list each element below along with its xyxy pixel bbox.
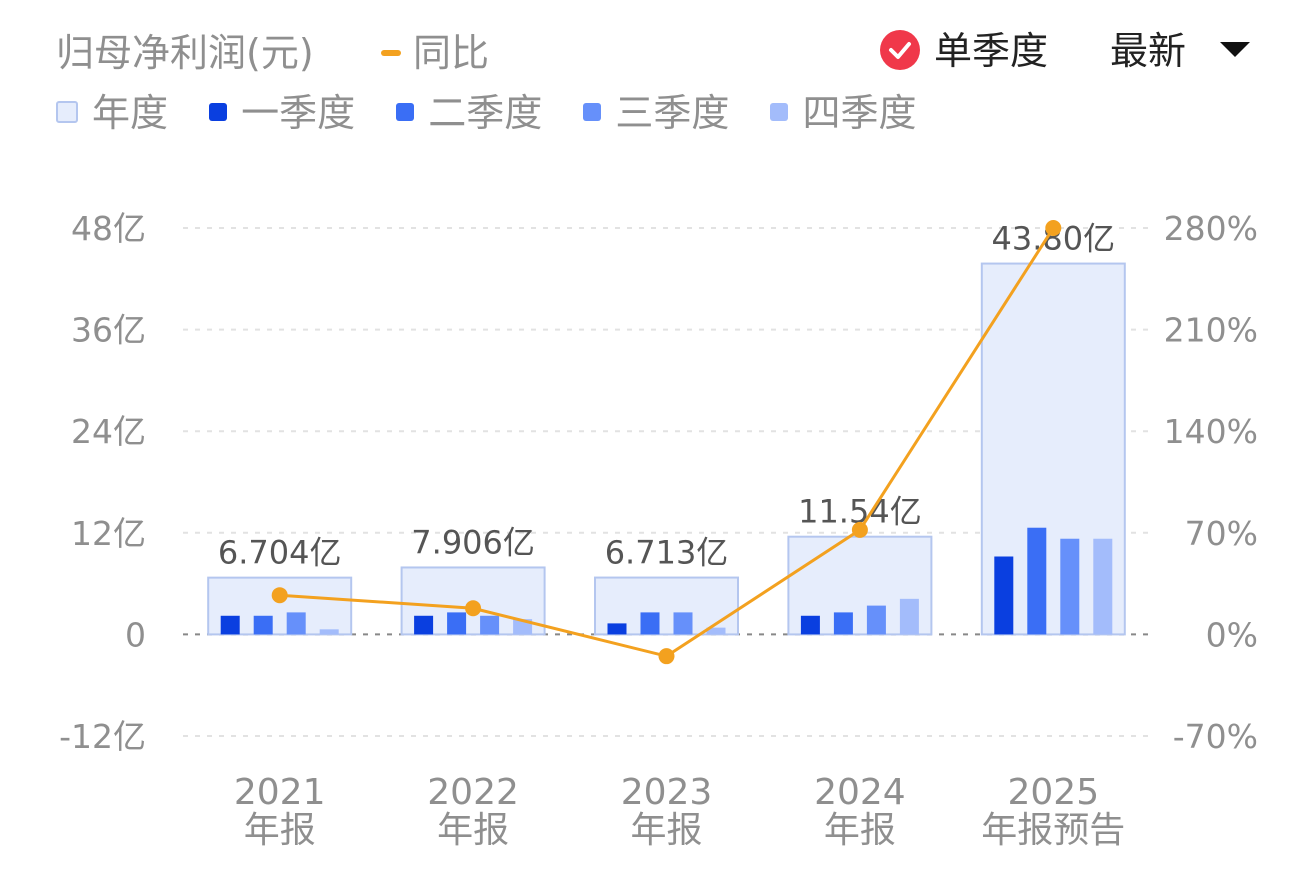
y-right-tick-label: 140% bbox=[1164, 412, 1258, 451]
single-quarter-toggle[interactable]: 单季度 bbox=[880, 20, 1048, 75]
legend-label-q4: 四季度 bbox=[802, 91, 917, 135]
y-left-tick-label: 0 bbox=[125, 615, 146, 654]
y-right-tick-label: 0% bbox=[1206, 615, 1258, 654]
annual-value-label: 6.713亿 bbox=[605, 534, 729, 572]
yoy-point bbox=[271, 587, 288, 604]
chart-header: 归母净利润(元) 同比 单季度 最新 bbox=[56, 18, 1260, 75]
x-tick-label-year: 2024 bbox=[814, 772, 906, 813]
q4-bar bbox=[319, 629, 339, 635]
y-left-tick-label: -12亿 bbox=[59, 717, 146, 756]
q3-bar bbox=[480, 615, 500, 635]
q1-bar bbox=[607, 623, 627, 635]
yoy-point bbox=[1045, 220, 1062, 236]
x-tick-label-type: 年报 bbox=[630, 810, 702, 851]
q3-bar bbox=[1060, 538, 1080, 635]
q2-bar bbox=[253, 615, 273, 635]
y-left-tick-label: 36亿 bbox=[71, 311, 146, 350]
legend-item-annual[interactable]: 年度 bbox=[56, 82, 168, 137]
yoy-line-swatch bbox=[381, 49, 401, 56]
caret-down-icon bbox=[1220, 42, 1251, 57]
q2-bar bbox=[640, 612, 660, 635]
y-right-tick-label: 280% bbox=[1164, 209, 1258, 248]
q2-bar bbox=[447, 612, 467, 635]
q3-bar bbox=[286, 612, 306, 635]
q2-bar bbox=[1027, 527, 1047, 635]
q3-bar bbox=[673, 612, 693, 635]
single-quarter-label: 单季度 bbox=[934, 29, 1049, 73]
y-right-tick-label: -70% bbox=[1173, 717, 1258, 756]
y-left-tick-label: 48亿 bbox=[71, 209, 146, 248]
legend-swatch-q3 bbox=[583, 102, 602, 121]
q1-bar bbox=[994, 556, 1014, 635]
legend-swatch-q1 bbox=[209, 102, 228, 121]
period-dropdown[interactable]: 最新 bbox=[1110, 20, 1251, 75]
legend-label-q2: 二季度 bbox=[428, 91, 543, 135]
yoy-point bbox=[465, 600, 482, 617]
x-tick-label-type: 年报 bbox=[244, 810, 316, 851]
x-tick-label-type: 年报 bbox=[437, 810, 509, 851]
period-dropdown-label: 最新 bbox=[1110, 29, 1187, 73]
legend-label-annual: 年度 bbox=[92, 91, 169, 135]
legend-item-q3[interactable]: 三季度 bbox=[583, 82, 729, 137]
legend-swatch-q2 bbox=[396, 102, 415, 121]
legend-swatch-q4 bbox=[770, 102, 789, 121]
q1-bar bbox=[800, 615, 820, 635]
x-tick-label-type: 年报预告 bbox=[981, 810, 1125, 851]
annual-value-label: 6.704亿 bbox=[218, 534, 342, 572]
annual-value-label: 7.906亿 bbox=[411, 523, 535, 561]
q1-bar bbox=[220, 615, 240, 635]
chart-title: 归母净利润(元) bbox=[56, 31, 314, 75]
series-legend: 年度 一季度 二季度 三季度 四季度 bbox=[56, 82, 952, 135]
x-tick-label-year: 2021 bbox=[234, 772, 326, 813]
q4-bar bbox=[1093, 538, 1113, 635]
x-tick-label-year: 2025 bbox=[1007, 772, 1099, 813]
q4-bar bbox=[706, 627, 726, 635]
y-left-tick-label: 24亿 bbox=[71, 412, 146, 451]
q1-bar bbox=[414, 615, 434, 635]
legend-item-q4[interactable]: 四季度 bbox=[770, 82, 916, 137]
q2-bar bbox=[833, 612, 853, 635]
yoy-legend-label: 同比 bbox=[413, 31, 490, 75]
legend-item-q2[interactable]: 二季度 bbox=[396, 82, 542, 137]
y-right-tick-label: 210% bbox=[1164, 311, 1258, 350]
x-tick-label-year: 2022 bbox=[427, 772, 519, 813]
q3-bar bbox=[866, 605, 886, 635]
y-right-tick-label: 70% bbox=[1185, 514, 1258, 553]
yoy-legend: 同比 bbox=[381, 22, 489, 77]
yoy-point bbox=[658, 648, 675, 665]
legend-label-q1: 一季度 bbox=[241, 91, 356, 135]
legend-label-q3: 三季度 bbox=[615, 91, 730, 135]
yoy-point bbox=[851, 521, 868, 538]
q4-bar bbox=[899, 598, 919, 635]
check-icon bbox=[880, 29, 920, 70]
legend-swatch-annual bbox=[56, 100, 78, 123]
y-left-tick-label: 12亿 bbox=[71, 514, 146, 553]
legend-item-q1[interactable]: 一季度 bbox=[209, 82, 355, 137]
x-tick-label-year: 2023 bbox=[621, 772, 713, 813]
x-tick-label-type: 年报 bbox=[824, 810, 896, 851]
